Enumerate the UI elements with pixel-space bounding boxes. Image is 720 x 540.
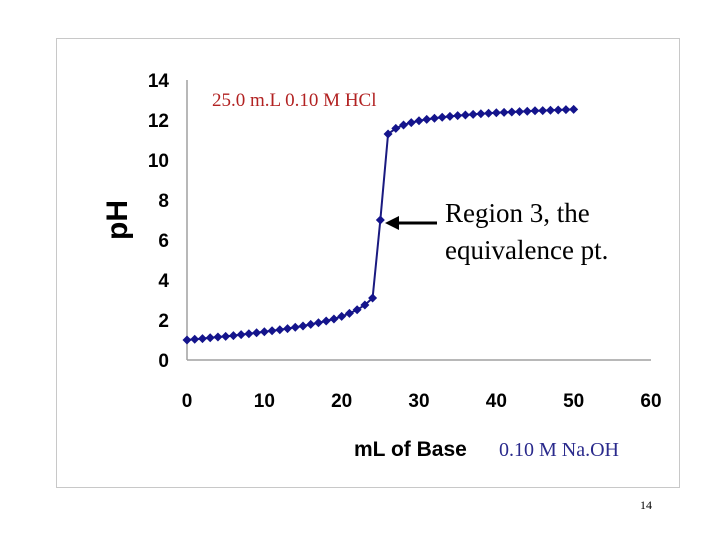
data-point xyxy=(313,318,323,328)
data-point xyxy=(236,330,246,340)
data-point xyxy=(352,305,362,315)
data-point xyxy=(329,314,339,324)
data-point xyxy=(337,311,347,321)
page-number: 14 xyxy=(640,498,652,512)
equivalence-annotation-line1: Region 3, the xyxy=(445,198,590,228)
data-point xyxy=(553,105,563,115)
data-point xyxy=(530,106,540,116)
data-point xyxy=(484,108,494,118)
data-point xyxy=(267,326,277,336)
y-tick-label: 8 xyxy=(158,191,169,212)
data-point xyxy=(499,107,509,117)
data-point xyxy=(244,329,254,339)
data-point xyxy=(561,105,571,115)
data-point xyxy=(298,321,308,331)
data-point xyxy=(406,118,416,128)
x-axis-label: mL of Base xyxy=(354,438,467,461)
x-tick-label: 60 xyxy=(640,391,661,412)
data-point xyxy=(383,129,393,139)
data-point xyxy=(445,111,455,121)
x-tick-label: 50 xyxy=(563,391,584,412)
x-ticks: 0 10 20 30 40 50 60 xyxy=(182,391,662,412)
y-axis-label: pH xyxy=(101,200,134,240)
data-point xyxy=(275,325,285,335)
data-point xyxy=(190,334,200,344)
data-point xyxy=(360,300,370,310)
data-point xyxy=(429,113,439,123)
data-point xyxy=(368,293,378,303)
x-tick-label: 30 xyxy=(408,391,429,412)
data-point xyxy=(221,331,231,341)
data-point xyxy=(414,116,424,126)
data-point xyxy=(453,111,463,121)
data-point xyxy=(460,110,470,120)
hcl-annotation: 25.0 m.L 0.10 M HCl xyxy=(212,90,377,111)
data-point xyxy=(344,308,354,318)
data-point xyxy=(545,105,555,115)
data-point xyxy=(476,109,486,119)
data-point xyxy=(422,114,432,124)
data-point xyxy=(205,333,215,343)
equivalence-annotation-line2: equivalence pt. xyxy=(445,235,608,265)
y-tick-label: 14 xyxy=(148,71,170,92)
data-point xyxy=(321,316,331,326)
x-tick-label: 0 xyxy=(182,391,193,412)
y-tick-label: 2 xyxy=(158,311,169,332)
data-point xyxy=(507,107,517,117)
data-point xyxy=(538,106,548,116)
x-tick-label: 10 xyxy=(254,391,275,412)
data-point xyxy=(491,108,501,118)
series-group xyxy=(182,104,579,345)
data-point xyxy=(522,106,532,116)
axes xyxy=(186,80,651,361)
y-tick-label: 6 xyxy=(158,231,169,252)
chart-frame: 0 2 4 6 8 10 12 14 0 10 20 30 40 50 60 pH mL of Base … xyxy=(56,38,680,488)
data-point xyxy=(213,332,223,342)
data-point xyxy=(391,123,401,133)
y-tick-label: 0 xyxy=(158,351,169,372)
data-point xyxy=(375,215,385,225)
equivalence-arrow xyxy=(385,216,437,230)
data-point xyxy=(283,324,293,334)
naoh-annotation: 0.10 M Na.OH xyxy=(499,439,619,461)
data-point xyxy=(290,322,300,332)
data-point xyxy=(515,107,525,117)
x-tick-label: 40 xyxy=(486,391,507,412)
data-point xyxy=(228,331,238,341)
y-ticks: 0 2 4 6 8 10 12 14 xyxy=(148,71,170,372)
y-tick-label: 4 xyxy=(158,271,169,292)
data-point xyxy=(569,104,579,114)
x-tick-label: 20 xyxy=(331,391,352,412)
y-tick-label: 10 xyxy=(148,151,169,172)
data-point xyxy=(437,112,447,122)
data-point xyxy=(259,327,269,337)
data-point xyxy=(252,328,262,338)
data-point xyxy=(306,319,316,329)
data-point xyxy=(182,335,192,345)
data-point xyxy=(197,334,207,344)
data-point xyxy=(399,120,409,130)
data-point xyxy=(468,109,478,119)
y-tick-label: 12 xyxy=(148,111,169,132)
